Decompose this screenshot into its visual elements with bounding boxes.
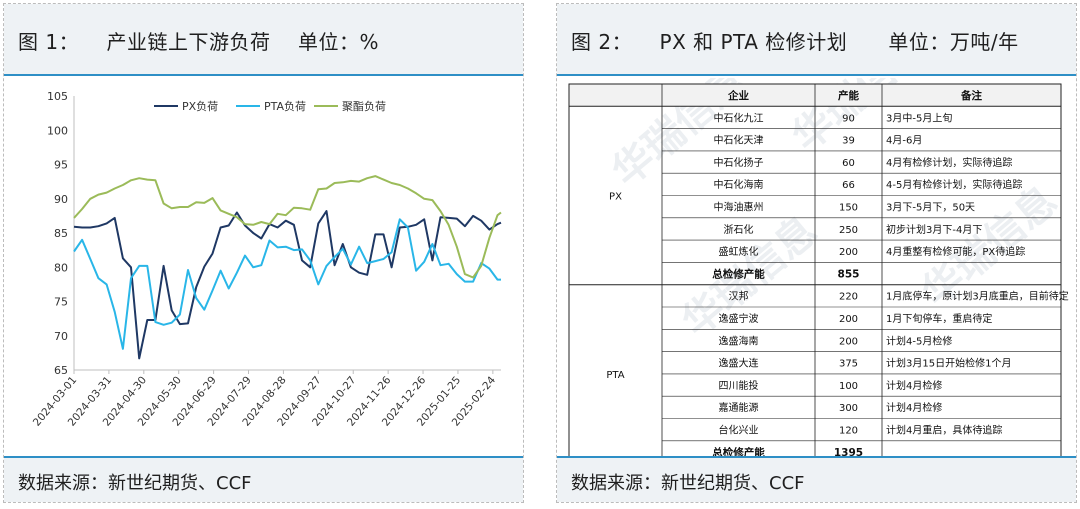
series-line: [73, 210, 502, 360]
company-cell: 嘉通能源: [719, 401, 759, 414]
company-cell: 逸盛宁波: [719, 312, 759, 325]
note-cell: 4月重整有检修可能，PX待追踪: [886, 245, 1025, 258]
legend-label: PTA负荷: [264, 99, 306, 113]
company-cell: 中石化扬子: [714, 156, 764, 169]
note-cell: 计划3月15日开始检修1个月: [886, 357, 1011, 370]
chart-source-text: 数据来源：新世纪期货、CCF: [18, 473, 252, 494]
y-tick-label: 65: [54, 364, 68, 377]
company-cell: 逸盛海南: [719, 334, 759, 347]
chart-panel-title: 图 1： 产业链上下游负荷 单位：%: [18, 30, 379, 54]
capacity-cell: 60: [842, 158, 855, 169]
total-label-cell: 总检修产能: [712, 267, 765, 280]
table-panel-footer: 数据来源：新世纪期货、CCF: [557, 456, 1076, 502]
legend-label: 聚酯负荷: [342, 99, 386, 113]
y-tick-label: 100: [47, 124, 68, 137]
total-value-cell: 855: [838, 268, 860, 280]
series-line: [73, 218, 501, 350]
chart-panel-footer: 数据来源：新世纪期货、CCF: [4, 456, 523, 502]
chart-panel-header: 图 1： 产业链上下游负荷 单位：%: [4, 4, 523, 76]
capacity-cell: 250: [839, 225, 858, 236]
table-panel: 图 2： PX 和 PTA 检修计划 单位：万吨/年 华瑞信息 华瑞信息 华瑞信息华…: [556, 3, 1077, 503]
capacity-cell: 200: [839, 314, 858, 325]
y-tick-label: 95: [54, 159, 68, 172]
company-cell: 逸盛大连: [719, 357, 759, 370]
capacity-cell: 150: [839, 203, 858, 214]
table-header-cell: 企业: [727, 89, 749, 102]
note-cell: 4月-6月: [886, 135, 922, 147]
company-cell: 四川能投: [719, 379, 759, 392]
table-source-text: 数据来源：新世纪期货、CCF: [571, 473, 805, 494]
capacity-cell: 120: [839, 426, 858, 437]
note-cell: 4-5月有检修计划，实际待追踪: [886, 178, 1022, 191]
note-cell: 1月底停车，原计划3月底重启，目前待定: [886, 290, 1069, 303]
category-cell: PTA: [606, 370, 624, 381]
y-tick-label: 85: [54, 227, 68, 240]
y-tick-label: 80: [54, 261, 68, 274]
y-tick-label: 105: [47, 90, 68, 103]
capacity-cell: 200: [839, 336, 858, 347]
capacity-cell: 90: [842, 113, 855, 124]
company-cell: 浙石化: [724, 223, 754, 236]
note-cell: 3月中-5月上旬: [886, 111, 952, 124]
company-cell: 中石化天津: [714, 134, 764, 147]
company-cell: 盛虹炼化: [719, 245, 759, 258]
capacity-cell: 39: [842, 136, 855, 147]
line-chart: 657075808590951001052024-03-012024-03-31…: [31, 90, 502, 429]
note-cell: 计划4-5月检修: [886, 334, 952, 347]
y-tick-label: 75: [54, 296, 68, 309]
table-panel-title: 图 2： PX 和 PTA 检修计划 单位：万吨/年: [571, 30, 1019, 54]
series-line: [73, 175, 502, 279]
company-cell: 台化兴业: [719, 424, 759, 437]
company-cell: 汉邦: [729, 290, 749, 303]
y-tick-label: 90: [54, 193, 68, 206]
total-label-cell: 总检修产能: [712, 446, 765, 456]
note-cell: 初步计划3月下-4月下: [886, 223, 982, 236]
note-cell: 4月有检修计划，实际待追踪: [886, 156, 1012, 169]
capacity-cell: 66: [842, 180, 855, 191]
capacity-cell: 300: [839, 403, 858, 414]
capacity-cell: 200: [839, 247, 858, 258]
note-cell: 计划4月重启，具体待追踪: [886, 424, 1002, 437]
company-cell: 中石化海南: [714, 178, 764, 191]
capacity-cell: 375: [839, 359, 858, 370]
category-cell: PX: [609, 192, 622, 203]
table-panel-header: 图 2： PX 和 PTA 检修计划 单位：万吨/年: [557, 4, 1076, 76]
table-header-cell: 备注: [960, 89, 982, 102]
company-cell: 中石化九江: [714, 111, 764, 124]
legend-label: PX负荷: [182, 99, 218, 113]
chart-panel: 图 1： 产业链上下游负荷 单位：% 65 70 75 80 85 90 95 100 105 2…: [3, 3, 524, 503]
note-cell: 1月下旬停车，重启待定: [886, 312, 992, 325]
capacity-cell: 100: [839, 381, 858, 392]
note-cell: 3月下-5月下，50天: [886, 202, 975, 214]
company-cell: 中海油惠州: [714, 201, 764, 214]
total-value-cell: 1395: [834, 447, 863, 456]
note-cell: 计划4月检修: [886, 379, 942, 392]
note-cell: 计划4月检修: [886, 401, 942, 414]
capacity-cell: 220: [839, 292, 858, 303]
table-header-cell: 产能: [838, 89, 859, 102]
y-tick-label: 70: [54, 330, 68, 343]
